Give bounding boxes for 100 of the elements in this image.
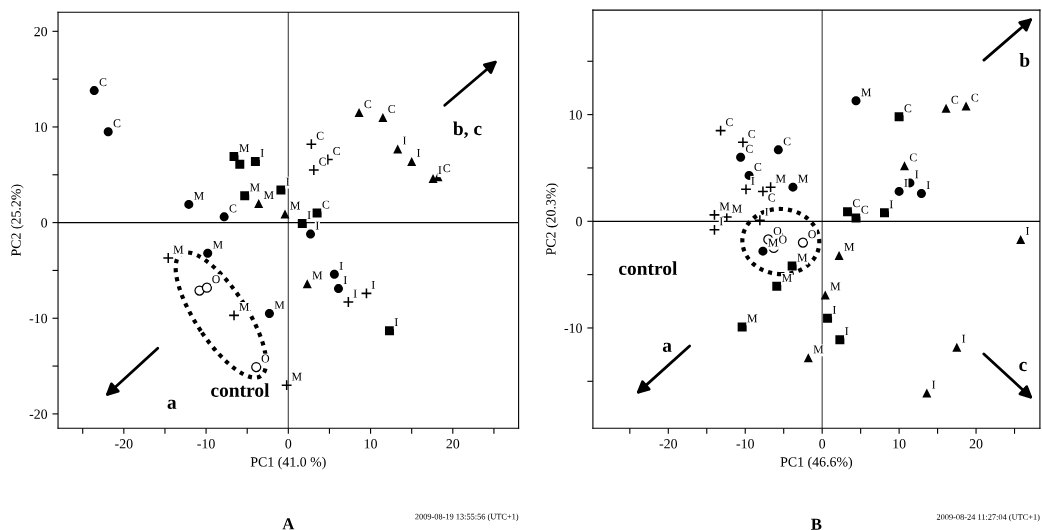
data-label: C bbox=[388, 104, 395, 113]
data-label: C bbox=[783, 137, 791, 146]
data-label: I bbox=[932, 380, 936, 389]
data-label: I bbox=[719, 217, 723, 226]
data-label: M bbox=[212, 240, 223, 249]
data-label: M bbox=[861, 88, 872, 97]
data-label: I bbox=[353, 289, 357, 298]
data-label: I bbox=[343, 276, 347, 284]
data-label: C bbox=[99, 78, 107, 87]
data-label: I bbox=[845, 327, 849, 336]
x-axis-title: PC1 (41.0 %) bbox=[250, 456, 326, 470]
data-label: M bbox=[194, 192, 204, 200]
data-label: M bbox=[173, 245, 184, 254]
data-label: C bbox=[768, 193, 776, 202]
data-label: C bbox=[745, 144, 753, 153]
x-tick-label: -10 bbox=[197, 439, 215, 449]
data-label: M bbox=[798, 174, 808, 183]
y-tick-label: -20 bbox=[29, 409, 48, 419]
x-tick-label: 20 bbox=[446, 439, 460, 449]
data-label: M bbox=[290, 201, 301, 210]
y-tick-label: 0 bbox=[41, 218, 48, 228]
y-tick-label: 0 bbox=[576, 216, 582, 227]
text: B bbox=[811, 518, 822, 530]
data-label: I bbox=[904, 179, 908, 187]
data-label: C bbox=[951, 95, 959, 104]
x-tick-label: 0 bbox=[285, 439, 292, 449]
y-tick-label: -10 bbox=[564, 323, 582, 333]
data-label: M bbox=[263, 191, 274, 199]
data-label: C bbox=[229, 204, 237, 213]
x-tick-label: 0 bbox=[819, 439, 826, 449]
data-label: M bbox=[274, 301, 285, 309]
x-tick-label: -10 bbox=[736, 439, 754, 449]
data-label: I bbox=[416, 149, 421, 157]
x-tick-label: 20 bbox=[969, 439, 983, 449]
data-label: C bbox=[113, 119, 121, 128]
y-tick-label: 10 bbox=[569, 110, 582, 120]
data-label: I bbox=[915, 170, 919, 179]
data-label: C bbox=[909, 153, 917, 162]
annotation: c bbox=[1019, 361, 1027, 372]
data-label: I bbox=[315, 221, 319, 230]
data-label: M bbox=[775, 174, 786, 183]
data-label: I bbox=[765, 207, 769, 216]
y-tick-label: 10 bbox=[34, 122, 48, 132]
data-label: O bbox=[212, 275, 220, 284]
data-label: I bbox=[962, 334, 966, 343]
data-label: C bbox=[748, 129, 756, 138]
data-label: C bbox=[333, 147, 340, 155]
data-label: C bbox=[322, 200, 330, 209]
annotation: a bbox=[167, 399, 177, 409]
data-label: O bbox=[808, 230, 816, 239]
y-tick-label: -10 bbox=[29, 313, 48, 324]
annotation: a bbox=[662, 342, 672, 352]
annotation: b bbox=[1019, 53, 1030, 67]
data-label: I bbox=[339, 261, 343, 270]
x-tick-label: -20 bbox=[115, 439, 133, 449]
data-label: C bbox=[852, 199, 860, 208]
data-label: M bbox=[312, 271, 323, 280]
data-label: C bbox=[861, 205, 869, 214]
data-label: I bbox=[438, 166, 442, 175]
data-label: I bbox=[889, 200, 893, 209]
data-label: I bbox=[1025, 227, 1030, 235]
data-label: I bbox=[260, 149, 264, 157]
data-label: M bbox=[239, 144, 250, 153]
data-label: M bbox=[249, 183, 260, 192]
data-label: C bbox=[754, 163, 762, 171]
data-label: I bbox=[926, 181, 930, 189]
data-label: C bbox=[316, 131, 324, 140]
data-label: M bbox=[731, 204, 742, 213]
data-label: M bbox=[813, 345, 824, 354]
data-label: I bbox=[307, 211, 311, 219]
data-label: I bbox=[832, 306, 836, 314]
data-label: C bbox=[319, 157, 326, 166]
x-tick-label: 10 bbox=[364, 439, 377, 449]
y-axis-title: PC2 (25.2%) bbox=[10, 184, 24, 257]
data-label: M bbox=[830, 282, 841, 291]
x-tick-label: -20 bbox=[659, 439, 678, 449]
text: A bbox=[282, 518, 295, 530]
data-label: M bbox=[239, 303, 250, 311]
data-label: C bbox=[364, 100, 372, 109]
text: 2009-08-19 13:55:56 (UTC+1) bbox=[415, 513, 519, 522]
x-tick-label: 10 bbox=[893, 439, 906, 449]
data-label: I bbox=[371, 281, 375, 289]
data-label: I bbox=[751, 176, 755, 185]
annotation: control bbox=[211, 383, 270, 397]
data-label: M bbox=[719, 202, 730, 211]
annotation: b, c bbox=[453, 121, 482, 139]
data-label: C bbox=[971, 93, 979, 102]
data-label: M bbox=[797, 253, 808, 262]
text: 2009-08-24 11:27:04 (UTC+1) bbox=[936, 513, 1040, 522]
data-label: I bbox=[286, 177, 290, 186]
data-label: M bbox=[781, 274, 792, 282]
data-label: C bbox=[904, 104, 912, 113]
y-axis-title: PC2 (20.3%) bbox=[545, 183, 559, 256]
data-label: I bbox=[394, 318, 398, 327]
data-label: O bbox=[261, 354, 270, 363]
data-label: M bbox=[844, 243, 855, 251]
annotation: control bbox=[619, 261, 678, 276]
data-label: C bbox=[443, 164, 451, 173]
data-label: C bbox=[725, 118, 733, 127]
data-label: M bbox=[747, 314, 758, 323]
